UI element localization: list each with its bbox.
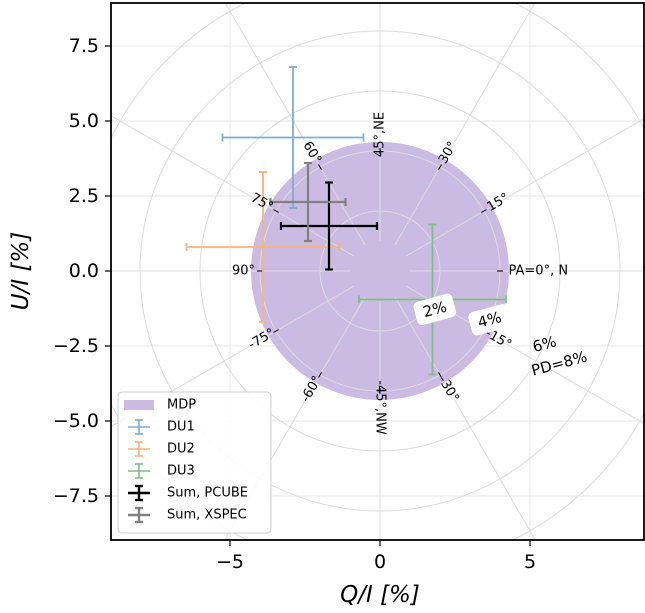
legend-swatch-mdp <box>124 400 154 410</box>
legend-label: Sum, XSPEC <box>167 508 247 523</box>
legend-label: Sum, PCUBE <box>167 486 248 501</box>
y-tick-label: 2.5 <box>69 185 99 207</box>
polar-tick <box>438 164 442 170</box>
x-tick-label: 5 <box>524 551 536 573</box>
x-tick-label: −5 <box>216 551 244 573</box>
polar-tick <box>273 209 279 213</box>
polar-spoke <box>405 118 644 257</box>
legend-box <box>117 391 272 534</box>
y-tick-label: −7.5 <box>53 485 99 507</box>
y-tick-label: 5.0 <box>69 110 99 132</box>
polar-tick <box>438 372 442 378</box>
y-tick-label: −5.0 <box>53 410 99 432</box>
errorbar-du2 <box>185 171 341 323</box>
y-tick-label: 0.0 <box>69 260 99 282</box>
polar-tick <box>481 209 487 213</box>
polar-spoke <box>394 296 536 540</box>
polar-spoke <box>111 115 355 257</box>
ring-label-group: 2% <box>413 293 457 326</box>
ring-label-box <box>468 304 511 336</box>
polar-tick <box>318 164 322 170</box>
ring-label: 4% <box>476 308 504 332</box>
ring-label-group: 4% <box>468 304 511 336</box>
y-tick-label: 7.5 <box>69 35 99 57</box>
legend-label: DU2 <box>167 442 195 457</box>
errorbar-sum-xspec <box>269 161 347 243</box>
errorbar-du1 <box>221 66 365 209</box>
legend-label: MDP <box>167 398 196 413</box>
angle-label: -45°,NW <box>373 380 388 435</box>
ring-label: 6% <box>531 332 559 356</box>
ring-label: 2% <box>421 298 449 322</box>
polar-spoke <box>394 3 536 246</box>
x-tick-label: 0 <box>374 551 386 573</box>
x-axis-label: Q/I [%] <box>340 582 420 608</box>
angle-label: 90° <box>232 264 255 279</box>
errorbar-sum-pcube <box>279 181 379 271</box>
ring-label-box <box>413 293 457 326</box>
angle-label: PA=0°, N <box>509 264 569 279</box>
polar-tick <box>318 372 322 378</box>
legend-label: DU3 <box>167 464 195 479</box>
angle-label: 45°,NE <box>373 112 388 157</box>
ring-label-group: 6% <box>531 332 559 356</box>
polar-tick <box>273 329 279 333</box>
y-tick-label: −2.5 <box>53 335 99 357</box>
legend-label: DU1 <box>167 420 195 435</box>
mdp-disc <box>251 142 509 400</box>
y-axis-label: U/I [%] <box>8 232 34 310</box>
